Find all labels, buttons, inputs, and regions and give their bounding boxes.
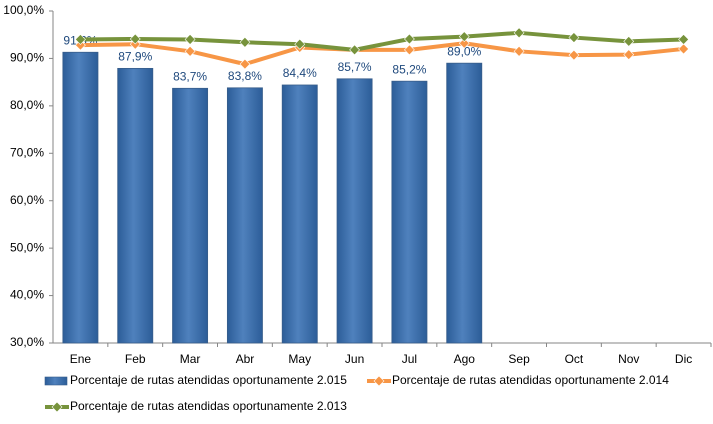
legend-label: Porcentaje de rutas atendidas oportuname… bbox=[392, 373, 669, 387]
x-tick-label: Feb bbox=[125, 352, 146, 366]
x-tick-label: May bbox=[288, 352, 311, 366]
marker bbox=[623, 49, 635, 61]
data-label: 85,2% bbox=[392, 62, 426, 76]
marker bbox=[458, 37, 470, 49]
marker bbox=[129, 33, 141, 45]
bar bbox=[391, 80, 428, 344]
bar bbox=[281, 84, 318, 344]
bar bbox=[62, 51, 99, 344]
bar bbox=[172, 87, 209, 344]
marker bbox=[349, 44, 361, 56]
data-label: 83,7% bbox=[173, 69, 207, 83]
bar bbox=[226, 87, 263, 344]
legend-swatch bbox=[373, 375, 385, 387]
x-tick-label: Dic bbox=[675, 352, 692, 366]
marker bbox=[568, 49, 580, 61]
marker bbox=[678, 43, 690, 55]
x-tick-label: Abr bbox=[236, 352, 255, 366]
line bbox=[80, 41, 684, 67]
data-label: 84,4% bbox=[283, 66, 317, 80]
marker bbox=[239, 58, 251, 70]
marker bbox=[184, 34, 196, 45]
marker bbox=[623, 35, 635, 47]
bar bbox=[446, 62, 483, 344]
y-tick-label: 50,0% bbox=[10, 240, 44, 254]
marker bbox=[294, 38, 306, 50]
legend-swatch bbox=[44, 376, 68, 386]
line bbox=[80, 30, 684, 52]
x-tick-label: Sep bbox=[508, 352, 530, 366]
y-tick-label: 40,0% bbox=[10, 288, 44, 302]
marker bbox=[678, 34, 690, 45]
bar bbox=[336, 78, 373, 344]
x-tick-label: Mar bbox=[180, 352, 201, 366]
marker bbox=[74, 39, 86, 51]
marker bbox=[513, 45, 525, 57]
y-tick-label: 100,0% bbox=[3, 3, 44, 17]
marker bbox=[513, 27, 525, 39]
legend-swatch bbox=[51, 401, 63, 413]
data-label: 85,7% bbox=[338, 60, 372, 74]
x-tick-label: Oct bbox=[565, 352, 584, 366]
marker bbox=[403, 33, 415, 45]
data-label: 89,0% bbox=[447, 44, 481, 58]
x-tick-label: Ago bbox=[454, 352, 476, 366]
marker bbox=[568, 32, 580, 43]
marker bbox=[239, 36, 251, 48]
marker bbox=[403, 44, 415, 56]
x-tick-label: Nov bbox=[618, 352, 639, 366]
y-tick-label: 30,0% bbox=[10, 335, 44, 349]
marker bbox=[458, 31, 470, 43]
legend-label: Porcentaje de rutas atendidas oportuname… bbox=[70, 373, 347, 387]
y-tick-label: 70,0% bbox=[10, 145, 44, 159]
marker bbox=[184, 45, 196, 57]
x-tick-label: Jul bbox=[402, 352, 417, 366]
marker bbox=[74, 34, 86, 45]
y-tick-label: 90,0% bbox=[10, 51, 44, 65]
legend-label: Porcentaje de rutas atendidas oportuname… bbox=[70, 399, 347, 413]
bar bbox=[117, 67, 154, 344]
x-tick-label: Ene bbox=[70, 352, 92, 366]
y-tick-label: 60,0% bbox=[10, 193, 44, 207]
y-tick-label: 80,0% bbox=[10, 98, 44, 112]
data-label: 87,9% bbox=[118, 50, 152, 64]
x-tick-label: Jun bbox=[345, 352, 364, 366]
data-label: 83,8% bbox=[228, 69, 262, 83]
